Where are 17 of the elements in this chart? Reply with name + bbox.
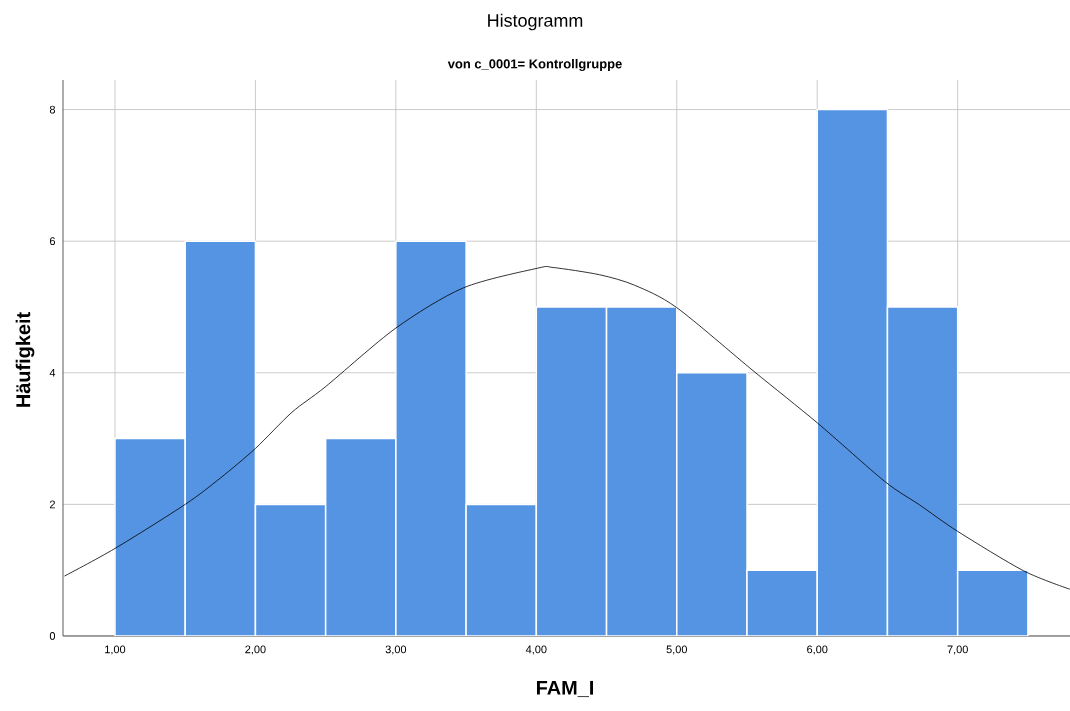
y-tick-label: 0	[49, 632, 56, 640]
x-axis-title: FAM_I	[537, 680, 594, 698]
chart-subtitle: von c_0001= Kontrollgruppe	[447, 58, 622, 72]
x-tick-label: 3,00	[385, 645, 407, 655]
y-tick-label: 4	[49, 369, 56, 377]
x-tick-label: 1,00	[105, 645, 126, 655]
x-tick-label: 6,00	[807, 645, 828, 655]
chart-title: Histogramm	[488, 13, 583, 31]
x-tick-label: 5,00	[666, 645, 687, 655]
x-tick-label: 4,00	[525, 645, 547, 655]
y-tick-label: 8	[49, 105, 56, 114]
y-tick-label: 2	[49, 500, 55, 509]
y-tick-label: 6	[49, 237, 56, 246]
y-axis-title: Häufigkeit	[15, 312, 35, 407]
line-series	[64, 266, 1070, 590]
x-tick-label: 2,00	[245, 645, 266, 655]
x-tick-label: 7,00	[947, 645, 968, 655]
